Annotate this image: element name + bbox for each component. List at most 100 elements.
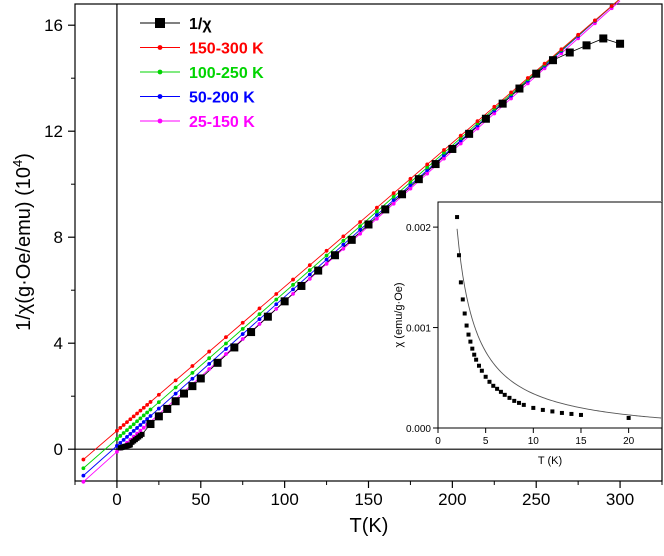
fit-point (81, 479, 86, 484)
fit-point (525, 81, 530, 86)
fit-point (291, 291, 295, 296)
fit-point (291, 282, 295, 287)
fit-point (148, 414, 153, 418)
fit-point (358, 220, 363, 224)
data-point (582, 41, 591, 50)
fit-point (341, 242, 346, 247)
inset-markers (455, 215, 631, 420)
inset-data-point (468, 339, 473, 344)
inset-axis-ticks: 0 5 10 15 20 0.000 0.001 0.002 (406, 223, 635, 447)
inset-data-point (491, 383, 496, 388)
legend-label: 50-200 K (189, 90, 255, 107)
inset-y-tick-label: 0.000 (406, 424, 431, 435)
legend-marker (157, 118, 163, 124)
data-point (188, 382, 197, 391)
fit-point (207, 361, 212, 366)
fit-point (141, 425, 146, 430)
fit-point (274, 307, 279, 311)
fit-point (442, 156, 446, 161)
fit-point (593, 18, 597, 23)
fit-point (121, 423, 126, 427)
inset-data-point (531, 405, 536, 410)
legend-marker (157, 45, 163, 50)
inset-data-point (479, 368, 484, 373)
fit-point (118, 434, 123, 438)
fit-point (374, 212, 379, 217)
data-point (280, 297, 289, 306)
fit-point (257, 322, 262, 326)
inset-data-point (578, 412, 583, 417)
fit-point (128, 417, 133, 422)
data-point (171, 397, 180, 406)
fit-point (341, 238, 346, 243)
inset-data-point (466, 332, 471, 337)
legend-marker (157, 94, 163, 99)
fit-point (458, 133, 463, 138)
fit-point (81, 473, 86, 478)
fit-point (145, 402, 150, 407)
fit-point (118, 440, 123, 445)
inset-y-tick-label: 0.002 (406, 223, 431, 234)
fit-point (408, 186, 413, 191)
fit-point (391, 198, 396, 202)
fit-point (358, 227, 363, 232)
inset-data-point (487, 379, 492, 384)
fit-point (257, 317, 262, 322)
y-tick-label: 16 (44, 16, 63, 35)
legend-label: 100-250 K (189, 65, 264, 82)
data-point (548, 56, 557, 65)
fit-point (257, 306, 262, 311)
fit-point (224, 335, 228, 340)
fit-point (341, 246, 346, 251)
fit-point (525, 76, 530, 80)
fit-point (115, 428, 119, 433)
legend: 1/χ 150-300 K 100-250 K 50-200 K 25-150 K (140, 16, 264, 131)
fit-point (207, 367, 212, 371)
data-point (180, 389, 189, 398)
data-point (465, 129, 474, 138)
fit-point (138, 423, 143, 427)
fit-point (190, 370, 195, 375)
fit-point (118, 425, 123, 430)
fit-point (207, 356, 212, 361)
inset-data-point (474, 357, 479, 362)
fit-point (240, 337, 245, 341)
fit-point (141, 420, 146, 424)
fit-point (458, 141, 463, 146)
fit-point (156, 392, 161, 397)
fit-point (492, 111, 497, 116)
fit-point (274, 292, 279, 296)
data-point (297, 281, 306, 290)
fit-point (125, 434, 129, 439)
fit-point (307, 268, 312, 273)
inset-x-tick-label: 10 (528, 436, 540, 447)
legend-marker (155, 18, 165, 28)
inset-data-point (462, 311, 467, 316)
fit-point (81, 466, 86, 471)
fit-point (442, 150, 446, 155)
fit-point (559, 47, 564, 52)
x-axis-title: T(K) (350, 515, 389, 537)
fit-point (138, 428, 143, 433)
fit-point (135, 411, 139, 416)
inset-data-point (498, 389, 503, 394)
fit-point (173, 391, 178, 396)
x-tick-label: 300 (606, 490, 634, 509)
fit-point (138, 408, 143, 413)
fit-point (274, 297, 279, 302)
reference-lines (75, 4, 662, 481)
fit-point (125, 428, 129, 432)
fit-point (135, 426, 139, 430)
fit-point (224, 341, 228, 346)
fit-point (240, 332, 245, 336)
data-point (154, 412, 163, 421)
fit-point (121, 437, 126, 442)
inset-data-point (559, 410, 564, 415)
fit-point (324, 261, 329, 266)
data-point (431, 160, 440, 169)
fit-point (125, 420, 129, 425)
fit-point (475, 119, 480, 124)
fit-point (442, 148, 446, 152)
fit-point (156, 400, 161, 405)
